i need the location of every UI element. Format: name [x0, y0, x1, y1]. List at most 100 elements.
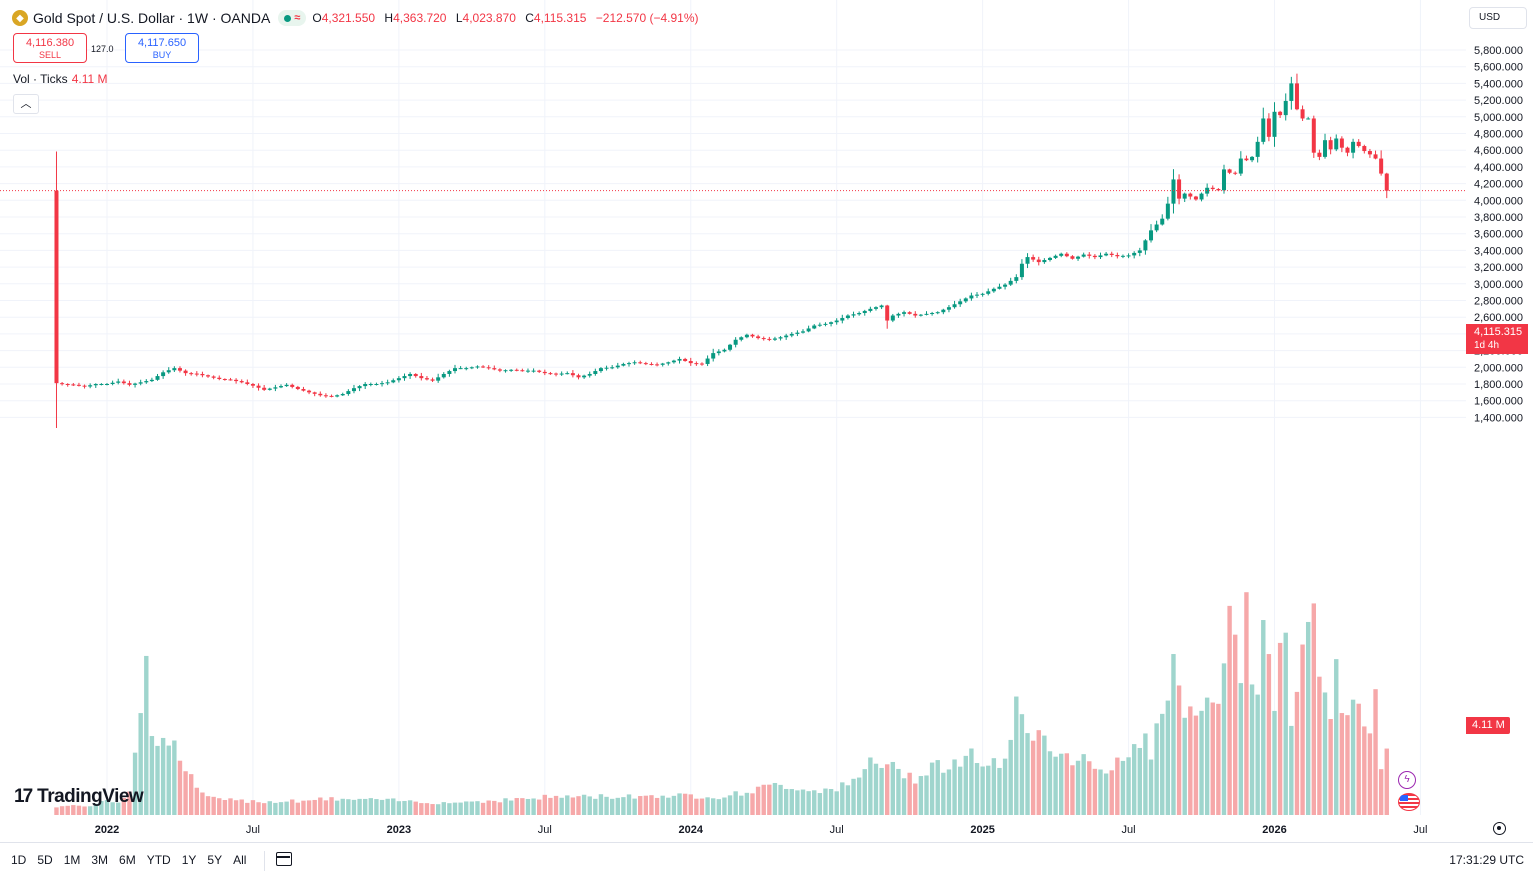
candle-body [380, 383, 385, 385]
volume-bar [1137, 747, 1142, 815]
volume-bar [1098, 769, 1103, 815]
volume-bar [828, 788, 834, 815]
volume-bar [149, 736, 155, 815]
volume-bar [1384, 748, 1389, 815]
utc-clock[interactable]: 17:31:29 UTC [1449, 853, 1524, 867]
candle-body [329, 395, 334, 397]
volume-bar [334, 800, 340, 815]
volume-bar [245, 802, 250, 815]
volume-bar [1042, 735, 1047, 815]
volume-bar [82, 806, 87, 815]
candle-body [200, 373, 205, 376]
candle-body [1104, 253, 1109, 256]
calendar-icon[interactable] [276, 852, 292, 866]
volume-bar [318, 797, 323, 815]
volume-bar [520, 798, 525, 815]
volume-bar [447, 803, 452, 815]
volume-bar [890, 761, 896, 815]
range-all[interactable]: All [233, 853, 247, 867]
volume-bar [1025, 733, 1030, 815]
buy-button[interactable]: 4,117.650 BUY [125, 33, 199, 63]
us-flag-icon[interactable] [1398, 793, 1420, 811]
lightning-icon[interactable]: ϟ [1398, 771, 1416, 789]
volume-bar [1339, 713, 1345, 815]
currency-selector[interactable]: USD [1469, 7, 1527, 29]
volume-bar [845, 785, 851, 815]
volume-bar [1238, 683, 1244, 815]
volume-bar [1081, 754, 1086, 815]
candle-body [666, 362, 671, 364]
candle-body [924, 313, 929, 315]
collapse-legend-button[interactable]: ︿ [13, 94, 39, 114]
candle-body [1261, 118, 1266, 142]
volume-bar [812, 790, 817, 815]
candle-body [391, 380, 396, 383]
candle-body [1149, 230, 1154, 241]
range-1d[interactable]: 1D [11, 853, 27, 867]
candle-body [346, 391, 351, 395]
candle-body [475, 366, 480, 368]
candle-body [144, 381, 149, 383]
candle-body [1177, 179, 1182, 199]
candle-body [565, 373, 570, 375]
sell-button[interactable]: 4,116.380 SELL [13, 33, 87, 63]
candle-body [1250, 156, 1255, 161]
range-1y[interactable]: 1Y [181, 853, 197, 867]
symbol-title[interactable]: Gold Spot / U.S. Dollar · 1W · OANDA [33, 10, 271, 26]
candle-body [1165, 203, 1170, 219]
candle-body [711, 353, 716, 359]
volume-bar [166, 745, 171, 815]
candle-body [1278, 111, 1283, 116]
volume-bars [54, 592, 1389, 815]
time-tick-label: Jul [1122, 824, 1136, 836]
volume-bar [817, 793, 823, 815]
volume-bar [885, 764, 890, 815]
candle-body [610, 367, 615, 369]
candle-body [1120, 255, 1125, 257]
volume-bar [1143, 733, 1148, 815]
volume-bar [1148, 759, 1154, 815]
candle-body [497, 369, 502, 371]
volume-bar [929, 762, 935, 815]
range-ytd[interactable]: YTD [146, 853, 171, 867]
candle-body [756, 336, 761, 339]
volume-bar [856, 777, 862, 815]
volume-bar [542, 794, 548, 815]
volume-bar [233, 800, 239, 815]
candle-body [1199, 193, 1204, 200]
candle-body [834, 320, 839, 323]
volume-bar [469, 801, 475, 815]
candle-body [587, 373, 592, 376]
volume-bar [362, 798, 368, 815]
volume-bar [868, 757, 873, 815]
price-tick-label: 3,200.000 [1474, 262, 1523, 274]
candle-body [127, 383, 132, 385]
volume-bar [1345, 715, 1350, 815]
volume-bar [666, 797, 671, 815]
range-5d[interactable]: 5D [37, 853, 53, 867]
candle-body [1300, 109, 1305, 119]
volume-bar [565, 795, 570, 815]
volume-bar [1272, 710, 1277, 815]
candle-body [1076, 256, 1081, 259]
volume-bar [261, 803, 267, 815]
volume-bar [649, 795, 654, 815]
candle-body [1188, 193, 1193, 197]
candle-body [284, 384, 289, 387]
market-status-badge[interactable]: ≈ [278, 10, 307, 26]
candle-body [1053, 255, 1058, 258]
range-5y[interactable]: 5Y [207, 853, 223, 867]
range-6m[interactable]: 6M [119, 853, 136, 867]
candle-body [1238, 158, 1243, 174]
range-3m[interactable]: 3M [91, 853, 109, 867]
range-1m[interactable]: 1M [63, 853, 81, 867]
volume-bar [497, 802, 503, 815]
volume-bar [1030, 740, 1036, 815]
tradingview-logo[interactable]: 17 TradingView [14, 786, 144, 807]
volume-bar [559, 797, 564, 815]
candle-body [655, 364, 660, 366]
gear-icon[interactable] [1493, 822, 1506, 835]
volume-bar [323, 800, 329, 815]
volume-legend[interactable]: Vol · Ticks 4.11 M [13, 72, 108, 86]
